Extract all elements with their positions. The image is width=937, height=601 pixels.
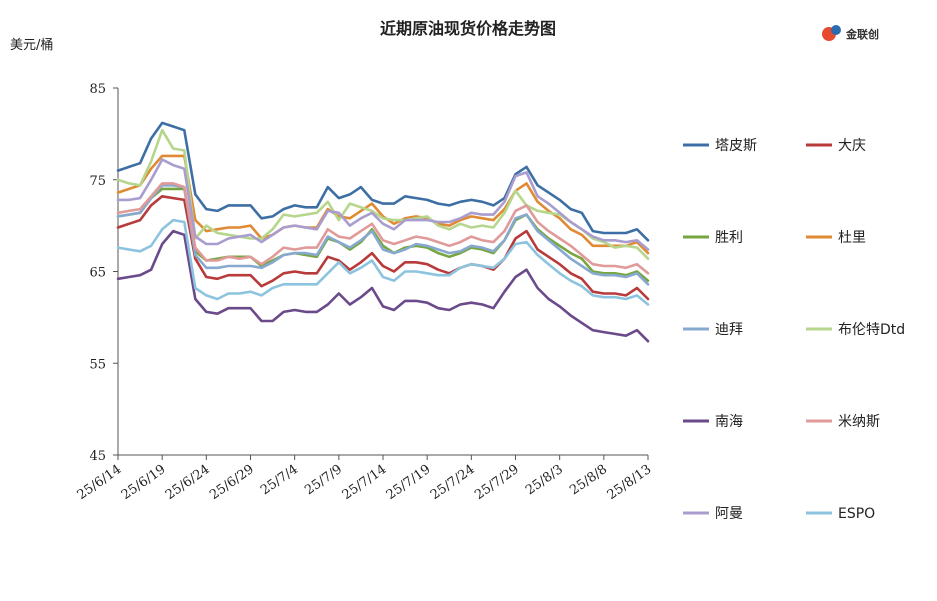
legend-item: ESPO: [806, 506, 875, 522]
logo-mark-accent: [831, 25, 841, 35]
x-tick-label: 25/7/19: [384, 462, 434, 503]
series-line-2: [116, 195, 650, 301]
series-line-9: [116, 158, 650, 251]
x-tick-label: 25/7/4: [258, 462, 301, 498]
x-tick-label: 25/6/14: [75, 462, 125, 503]
y-tick-label: 65: [89, 266, 106, 281]
x-tick-label: 25/8/8: [567, 462, 610, 498]
legend-item: 布伦特Dtd: [806, 322, 905, 338]
x-tick-label: 25/6/24: [163, 462, 213, 503]
series-line-7: [116, 229, 650, 343]
x-tick-label: 25/7/29: [472, 462, 522, 503]
legend-label: 大庆: [838, 138, 866, 154]
series-line-4: [116, 154, 650, 255]
x-tick-label: 25/6/19: [119, 462, 169, 503]
legend-item: 南海: [683, 414, 743, 430]
legend-label: 塔皮斯: [715, 138, 757, 154]
x-tick-label: 25/8/3: [523, 462, 566, 498]
legend-label: 布伦特Dtd: [838, 322, 905, 338]
logo-text: 金联创: [845, 27, 879, 41]
legend-label: 胜利: [715, 230, 743, 246]
legend-label: 米纳斯: [838, 414, 880, 430]
y-tick-label: 45: [89, 449, 106, 464]
series-line-10: [116, 218, 650, 306]
legend-label: ESPO: [838, 506, 875, 522]
y-unit-label: 美元/桶: [10, 38, 53, 53]
series-line-5: [116, 184, 650, 286]
legend-item: 杜里: [806, 230, 866, 246]
legend-label: 杜里: [838, 230, 866, 246]
y-ticks: 45 55 65 75 85: [89, 82, 118, 464]
legend-item: 阿曼: [683, 506, 743, 522]
legend-label: 阿曼: [715, 506, 743, 522]
legend-item: 大庆: [806, 138, 866, 154]
series-line-6: [116, 128, 650, 261]
legend-label: 迪拜: [715, 322, 743, 338]
y-tick-label: 75: [89, 174, 106, 189]
x-tick-label: 25/7/9: [302, 462, 345, 498]
y-tick-label: 85: [89, 82, 106, 97]
legend-item: 胜利: [683, 230, 743, 246]
legend-item: 塔皮斯: [683, 138, 757, 154]
chart-title: 近期原油现货价格走势图: [380, 19, 556, 38]
brand-logo: 金联创: [822, 25, 879, 41]
legend-item: 米纳斯: [806, 414, 880, 430]
y-tick-label: 55: [89, 357, 106, 372]
x-tick-label: 25/6/29: [207, 462, 257, 503]
series-lines: [116, 121, 650, 343]
series-line-1: [116, 121, 650, 242]
legend-label: 南海: [715, 414, 743, 430]
x-tick-label: 25/7/14: [340, 462, 390, 503]
x-tick-label: 25/8/13: [605, 462, 655, 503]
legend-item: 迪拜: [683, 322, 743, 338]
series-line-8: [116, 182, 650, 275]
x-tick-label: 25/7/24: [428, 462, 478, 503]
